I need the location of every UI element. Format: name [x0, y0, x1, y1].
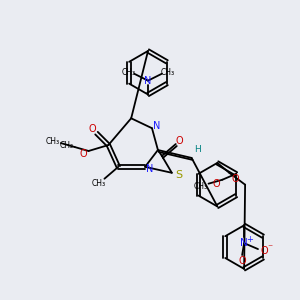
Text: +: +	[247, 235, 254, 244]
Text: CH₃: CH₃	[92, 179, 106, 188]
Text: CH₃: CH₃	[46, 136, 60, 146]
Text: O: O	[80, 149, 87, 159]
Text: CH₃: CH₃	[194, 182, 208, 191]
Text: N: N	[240, 238, 248, 248]
Text: S: S	[175, 170, 182, 180]
Text: O: O	[231, 174, 239, 184]
Text: O: O	[260, 246, 268, 256]
Text: H: H	[194, 146, 201, 154]
Text: CH₃: CH₃	[161, 68, 175, 77]
Text: N: N	[146, 164, 154, 174]
Text: O: O	[89, 124, 96, 134]
Text: CH₂: CH₂	[60, 140, 74, 149]
Text: O: O	[238, 256, 246, 266]
Text: N: N	[153, 121, 161, 131]
Text: O: O	[176, 136, 184, 146]
Text: N: N	[144, 76, 152, 85]
Text: CH₃: CH₃	[121, 68, 135, 77]
Text: O: O	[213, 179, 220, 189]
Text: ⁻: ⁻	[267, 243, 272, 253]
